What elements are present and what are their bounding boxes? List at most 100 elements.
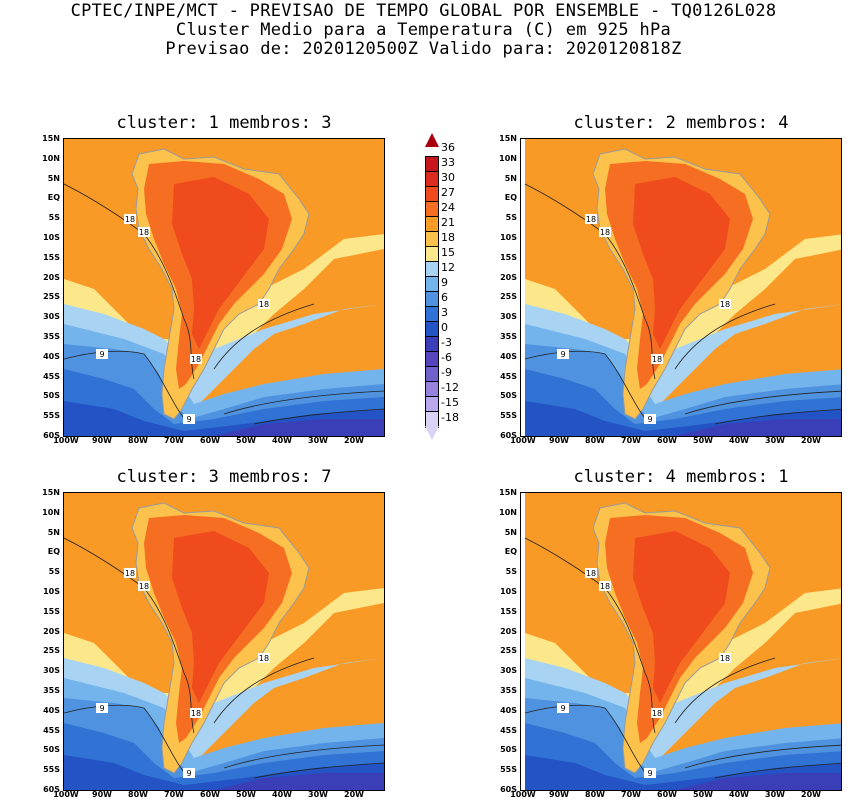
colorbar-label: 0 — [441, 321, 448, 334]
contour-line — [524, 350, 651, 425]
lon-tick-label: 70W — [164, 436, 184, 445]
lat-tick-label: 45S — [43, 371, 60, 381]
lon-tick-label: 20W — [801, 436, 821, 445]
panel-title-1: cluster: 1 membros: 3 — [116, 113, 332, 133]
svg-text:18: 18 — [191, 709, 201, 718]
lat-tick-label: 35S — [43, 332, 60, 341]
svg-text:18: 18 — [191, 355, 201, 364]
lat-tick-label: 20S — [43, 626, 60, 636]
coastline — [131, 502, 310, 774]
lat-tick-label: 15S — [43, 606, 60, 616]
continent-hottest — [633, 531, 730, 703]
svg-text:18: 18 — [125, 569, 135, 578]
svg-text:18: 18 — [600, 228, 610, 237]
lat-tick-label: 35S — [500, 332, 517, 341]
lat-tick-label: 10S — [500, 587, 517, 596]
colorbar-label: 36 — [441, 141, 455, 154]
contour-label: 9 — [557, 703, 569, 713]
lat-tick-label: 15N — [499, 134, 517, 143]
lon-tick-label: 50W — [693, 790, 713, 799]
lon-tick-label: 100W — [510, 790, 536, 799]
lat-tick-label: 15S — [500, 252, 517, 262]
lon-tick-label: 60W — [657, 790, 677, 799]
colorbar-bottom-arrow — [425, 425, 439, 440]
lat-tick-label: 10S — [500, 233, 517, 242]
lon-tick-label: 60W — [657, 436, 677, 445]
lat-tick-label: 5S — [505, 213, 517, 223]
lat-tick-label: 15N — [499, 488, 517, 497]
panel-title-3: cluster: 3 membros: 7 — [116, 467, 332, 487]
lat-tick-label: 50S — [500, 391, 517, 401]
contour-line — [64, 183, 195, 380]
lon-tick-label: 80W — [585, 436, 605, 445]
svg-text:18: 18 — [586, 215, 596, 224]
lat-tick-label: 10N — [499, 153, 517, 163]
lat-tick-label: 45S — [43, 725, 60, 735]
lon-tick-label: 60W — [200, 790, 220, 799]
colorbar-label: 33 — [441, 156, 455, 169]
lat-tick-label: 30S — [43, 666, 60, 676]
lat-tick-label: 5N — [47, 527, 60, 537]
contour-line — [64, 704, 190, 779]
contour-line — [64, 350, 190, 425]
lon-tick-label: 60W — [200, 436, 220, 445]
lat-tick-label: 10N — [499, 507, 517, 517]
lon-tick-label: 40W — [729, 790, 749, 799]
map-panel-4: 18 18 18 18 9 9 — [520, 492, 842, 791]
panel-title-4: cluster: 4 membros: 1 — [573, 467, 789, 487]
contour-label: 18 — [585, 568, 597, 578]
panel-title-2: cluster: 2 membros: 4 — [573, 113, 789, 133]
colorbar-label: 15 — [441, 246, 455, 259]
contour-line — [674, 303, 776, 370]
contour-line — [213, 657, 315, 724]
lat-tick-label: EQ — [504, 547, 517, 557]
contour-label: 18 — [138, 227, 150, 237]
colorbar-label: 9 — [441, 276, 448, 289]
lon-tick-label: 80W — [585, 790, 605, 799]
colorbar-label: -3 — [441, 336, 452, 349]
lat-tick-label: EQ — [47, 547, 60, 557]
colorbar-label: -15 — [441, 396, 459, 409]
svg-text:18: 18 — [139, 228, 149, 237]
contour-label: 18 — [190, 708, 202, 718]
contour-line — [253, 408, 384, 425]
svg-text:18: 18 — [125, 215, 135, 224]
svg-text:18: 18 — [652, 355, 662, 364]
lat-tick-label: 25S — [500, 646, 517, 656]
lat-tick-label: 35S — [500, 686, 517, 695]
lat-tick-label: 15N — [42, 134, 60, 143]
contour-label: 9 — [557, 349, 569, 359]
contour-line — [223, 390, 384, 415]
contour-label: 9 — [96, 703, 108, 713]
lat-tick-label: 20S — [43, 272, 60, 282]
lat-tick-label: 5S — [48, 567, 60, 577]
lat-tick-label: 50S — [500, 745, 517, 755]
colorbar-label: 12 — [441, 261, 455, 274]
svg-text:9: 9 — [99, 704, 104, 713]
colorbar-label: 18 — [441, 231, 455, 244]
lat-tick-label: 10S — [43, 233, 60, 242]
continent-hottest — [633, 177, 730, 349]
lat-tick-label: 55S — [500, 765, 517, 775]
svg-text:18: 18 — [600, 582, 610, 591]
contour-line — [524, 183, 656, 380]
lat-tick-label: 40S — [500, 351, 517, 361]
purple-band — [675, 773, 841, 790]
lon-tick-label: 30W — [765, 436, 785, 445]
colorbar-label: -6 — [441, 351, 452, 364]
lat-tick-label: 25S — [43, 646, 60, 656]
lon-tick-label: 90W — [92, 436, 112, 445]
svg-text:18: 18 — [259, 300, 269, 309]
lat-tick-label: 10S — [43, 587, 60, 596]
lon-tick-label: 40W — [729, 436, 749, 445]
lat-tick-label: 40S — [43, 705, 60, 715]
lon-tick-label: 50W — [693, 436, 713, 445]
contour-label: 9 — [96, 349, 108, 359]
svg-text:9: 9 — [560, 350, 565, 359]
contour-label: 18 — [124, 568, 136, 578]
contour-label: 18 — [719, 299, 731, 309]
svg-text:18: 18 — [720, 654, 730, 663]
lon-tick-label: 100W — [53, 790, 79, 799]
contour-line — [524, 537, 656, 734]
contour-line — [223, 744, 384, 769]
